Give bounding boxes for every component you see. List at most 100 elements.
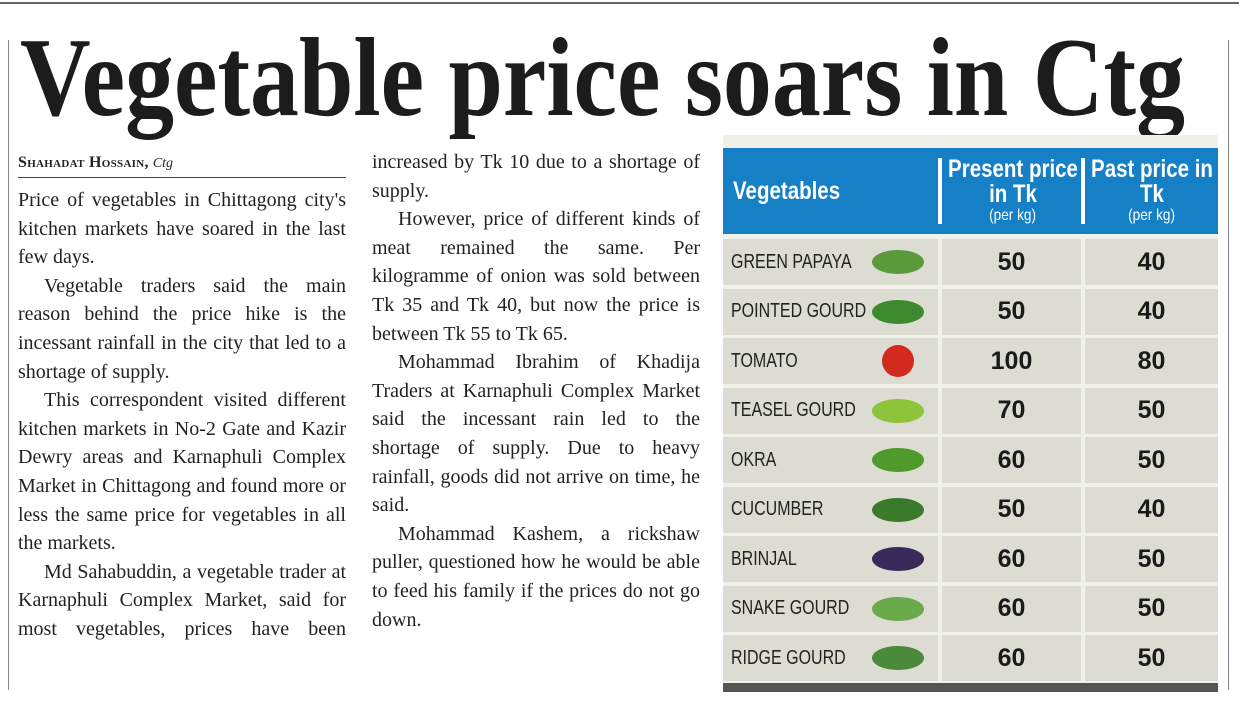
vegetable-name: CUCUMBER — [731, 498, 824, 520]
table-row: OKRA 60 50 — [723, 437, 1218, 483]
header-separator — [938, 158, 942, 224]
price-cell: 50 — [942, 288, 1081, 335]
vegetable-icon — [872, 646, 924, 670]
vegetable-cell: TEASEL GOURD — [723, 387, 938, 434]
vegetable-icon — [872, 299, 924, 324]
price-cell: 70 — [942, 387, 1081, 434]
price-cell: 40 — [1085, 239, 1218, 285]
price: 60 — [997, 643, 1026, 672]
table-row: RIDGE GOURD 60 50 — [723, 635, 1218, 681]
price: 50 — [997, 297, 1026, 325]
paragraph: Mohammad Ibrahim of Khadija Traders at K… — [372, 351, 700, 517]
vegetable-shape — [872, 646, 924, 670]
price-cell: 40 — [1085, 288, 1218, 335]
column-rule — [8, 40, 9, 690]
vegetable-icon — [872, 250, 924, 274]
price-table: Vegetables Present price in Tk (per kg) Pas… — [723, 135, 1218, 692]
paragraph: Mohammad Kashem, a rickshaw puller, ques… — [372, 522, 700, 631]
table-footer-bar — [723, 683, 1218, 692]
vegetable-cell: OKRA — [723, 437, 938, 483]
table-header: Vegetables Present price in Tk (per kg) Pas… — [723, 148, 1218, 234]
header-separator — [1081, 158, 1085, 224]
vegetable-cell: TOMATO — [723, 338, 938, 384]
vegetable-cell: POINTED GOURD — [723, 288, 938, 335]
article-body: Shahadat Hossain, Ctg Price of vegetables… — [18, 148, 700, 693]
price: 50 — [1137, 445, 1166, 474]
vegetable-shape — [872, 596, 924, 621]
paragraph: This correspondent visited different kit… — [18, 389, 346, 555]
table-row: GREEN PAPAYA 50 40 — [723, 239, 1218, 285]
price-cell: 100 — [942, 338, 1081, 384]
price-cell: 80 — [1085, 338, 1218, 384]
table-row: TEASEL GOURD 70 50 — [723, 387, 1218, 434]
vegetable-shape — [882, 345, 914, 377]
table-row: CUCUMBER 50 40 — [723, 486, 1218, 533]
vegetable-icon — [882, 345, 914, 377]
header-cell: Past price in Tk (per kg) — [1085, 148, 1218, 234]
vegetable-name: TOMATO — [731, 349, 798, 372]
top-rule — [0, 2, 1239, 4]
vegetable-icon — [872, 398, 924, 423]
vegetable-icon — [872, 596, 924, 621]
vegetable-name: OKRA — [731, 448, 777, 471]
price-cell: 50 — [1085, 635, 1218, 681]
paragraph: Price of vegetables in Chittagong city's… — [18, 189, 346, 269]
header-cell: Present price in Tk (per kg) — [942, 148, 1083, 234]
price-cell: 50 — [1085, 536, 1218, 582]
table-row: BRINJAL 60 50 — [723, 536, 1218, 582]
table-row: SNAKE GOURD 60 50 — [723, 585, 1218, 632]
vegetable-name: BRINJAL — [731, 547, 797, 570]
paragraph: Vegetable traders said the main reason b… — [18, 274, 346, 383]
price: 50 — [997, 495, 1026, 523]
price: 40 — [1137, 247, 1166, 276]
price: 50 — [1137, 544, 1166, 573]
vegetable-name: TEASEL GOURD — [731, 399, 856, 421]
price-cell: 50 — [942, 486, 1081, 533]
paragraph: Md Sahabuddin, a vegetable trader at Kar… — [18, 151, 700, 640]
header-title: Present price in Tk — [947, 155, 1078, 208]
price-cell: 60 — [942, 437, 1081, 483]
price-cell: 50 — [942, 239, 1081, 285]
price-cell: 60 — [942, 536, 1081, 582]
vegetable-shape — [872, 448, 924, 472]
vegetable-shape — [872, 299, 924, 324]
price-cell: 50 — [1085, 387, 1218, 434]
price-cell: 50 — [1085, 585, 1218, 632]
price: 40 — [1137, 297, 1166, 325]
price: 80 — [1137, 346, 1166, 375]
price: 50 — [1137, 396, 1166, 424]
vegetable-icon — [872, 497, 924, 522]
price: 70 — [997, 396, 1026, 424]
header-unit: (per kg) — [1128, 207, 1175, 224]
vegetable-icon — [872, 448, 924, 472]
price-cell: 50 — [1085, 437, 1218, 483]
vegetable-cell: SNAKE GOURD — [723, 585, 938, 632]
price-cell: 60 — [942, 585, 1081, 632]
header-title: Past price in Tk — [1090, 155, 1213, 208]
byline: Shahadat Hossain, Ctg — [18, 148, 346, 178]
vegetable-cell: BRINJAL — [723, 536, 938, 582]
price: 50 — [1137, 643, 1166, 672]
header-unit: (per kg) — [989, 207, 1036, 224]
vegetable-cell: RIDGE GOURD — [723, 635, 938, 681]
price: 50 — [1137, 594, 1166, 622]
vegetable-shape — [872, 497, 924, 522]
vegetable-name: RIDGE GOURD — [731, 646, 846, 669]
price: 50 — [997, 247, 1026, 276]
vegetable-cell: CUCUMBER — [723, 486, 938, 533]
price: 60 — [997, 544, 1026, 573]
price: 40 — [1137, 495, 1166, 523]
vegetable-shape — [872, 398, 924, 423]
header-title: Vegetables — [733, 176, 841, 205]
paragraph: However, price of different kinds of mea… — [372, 208, 700, 345]
vegetable-icon — [872, 547, 924, 571]
vegetable-shape — [872, 250, 924, 274]
vegetable-name: SNAKE GOURD — [731, 597, 850, 619]
vegetable-name: POINTED GOURD — [731, 300, 867, 322]
price: 100 — [990, 346, 1033, 375]
price-cell: 60 — [942, 635, 1081, 681]
vegetable-shape — [872, 547, 924, 571]
vegetable-name: GREEN PAPAYA — [731, 250, 852, 273]
byline-name: Shahadat Hossain, — [18, 154, 149, 171]
